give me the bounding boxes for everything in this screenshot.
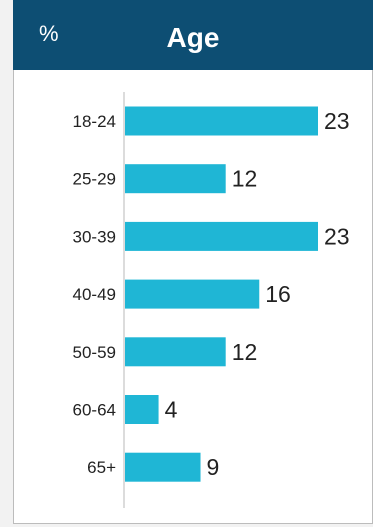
value-label-60-64: 4 — [165, 397, 178, 423]
percent-unit-label: % — [39, 21, 59, 46]
value-label-65+: 9 — [207, 454, 220, 480]
bar-50-59 — [125, 337, 226, 367]
bar-18-24 — [125, 106, 318, 136]
chart-header: % Age — [13, 0, 373, 70]
value-label-25-29: 12 — [232, 166, 258, 192]
value-label-18-24: 23 — [324, 108, 350, 134]
bar-40-49 — [125, 279, 260, 309]
chart-title: Age — [166, 22, 220, 53]
category-label-40-49: 40-49 — [73, 285, 116, 304]
bar-65+ — [125, 452, 201, 482]
value-label-40-49: 16 — [265, 281, 291, 307]
category-label-18-24: 18-24 — [73, 112, 116, 131]
category-label-30-39: 30-39 — [73, 227, 116, 246]
category-label-25-29: 25-29 — [73, 170, 116, 189]
category-label-60-64: 60-64 — [73, 401, 116, 420]
value-label-30-39: 23 — [324, 223, 350, 249]
value-label-50-59: 12 — [232, 339, 258, 365]
bar-60-64 — [125, 395, 159, 424]
category-label-50-59: 50-59 — [73, 343, 116, 362]
category-label-65+: 65+ — [87, 458, 116, 477]
bar-25-29 — [125, 164, 226, 194]
bar-30-39 — [125, 221, 318, 251]
